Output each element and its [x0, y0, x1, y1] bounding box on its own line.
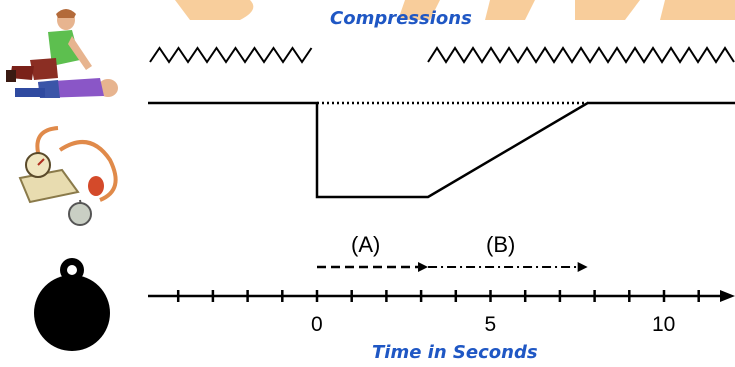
- pressure-trace: [148, 101, 735, 199]
- tick-label-0: 0: [311, 313, 323, 336]
- compressions-title: Compressions: [330, 8, 472, 29]
- time-axis: [148, 290, 735, 302]
- tick-label-10: 10: [652, 313, 676, 336]
- phase-b-arrow: [428, 262, 588, 272]
- cpr-rescuer-icon: [6, 9, 118, 98]
- watermark: [175, 0, 735, 20]
- sphygmomanometer-icon: [18, 126, 118, 226]
- time-axis-title: Time in Seconds: [372, 342, 538, 363]
- phase-a-arrow: [317, 262, 429, 272]
- compression-wave-after: [427, 46, 735, 64]
- phase-a-label: (A): [351, 232, 381, 257]
- tick-label-5: 5: [484, 313, 497, 336]
- time-axis-ticks: [176, 290, 700, 302]
- stopwatch-icon: [34, 258, 110, 351]
- time-axis-arrowhead: [720, 290, 735, 302]
- compression-wave-before: [149, 46, 313, 64]
- phase-b-label: (B): [486, 232, 516, 257]
- pressure-line: [148, 101, 735, 199]
